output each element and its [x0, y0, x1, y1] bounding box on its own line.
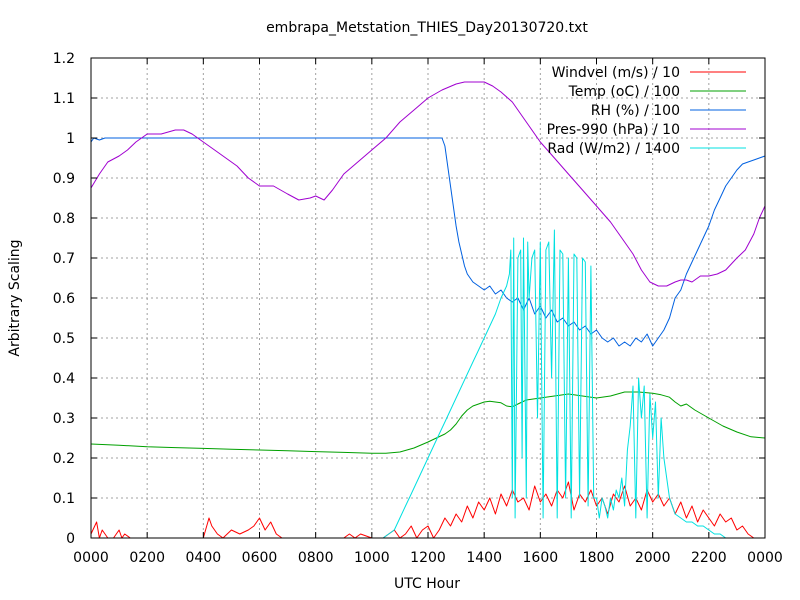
y-tick-label: 0.2	[53, 451, 75, 467]
x-tick-label: 0600	[242, 550, 278, 566]
plot-frame	[90, 57, 766, 539]
series-line-2	[90, 391, 766, 454]
legend-label-5: Rad (W/m2) / 1400	[547, 141, 680, 157]
x-tick-label: 0000	[747, 550, 783, 566]
series-line-5	[91, 229, 765, 539]
series-lines	[90, 81, 766, 539]
y-tick-label: 0.9	[53, 171, 75, 187]
legend: Windvel (m/s) / 10 Temp (oC) / 100 RH (%) …	[547, 65, 746, 157]
y-tick-label: 0.4	[53, 371, 75, 387]
y-tick-label: 0.7	[53, 251, 75, 267]
x-tick-label: 0400	[186, 550, 222, 566]
y-tick-label: 1.1	[53, 91, 75, 107]
x-tick-label: 1600	[523, 550, 559, 566]
y-tick-label: 0.3	[53, 411, 75, 427]
series-line-3	[90, 137, 766, 347]
y-tick-label: 0	[66, 531, 75, 547]
y-tick-label: 0.5	[53, 331, 75, 347]
x-tick-label: 1400	[466, 550, 502, 566]
legend-label-2: Temp (oC) / 100	[568, 84, 680, 100]
y-tick-label: 1	[66, 131, 75, 147]
x-tick-label: 1200	[410, 550, 446, 566]
x-tick-label: 0800	[298, 550, 334, 566]
y-tick-label: 0.6	[53, 291, 75, 307]
axes: 0 0.1 0.2 0.3 0.4 0.5 0.6 0.7 0.8 0.9 1 1.1 1.2 0000 0…	[53, 51, 783, 566]
legend-label-1: Windvel (m/s) / 10	[552, 65, 680, 81]
y-tick-label: 1.2	[53, 51, 75, 67]
x-axis-label: UTC Hour	[394, 576, 460, 592]
y-tick-label: 0.1	[53, 491, 75, 507]
x-tick-label: 2000	[635, 550, 671, 566]
chart-title: embrapa_Metstation_THIES_Day20130720.txt	[266, 20, 588, 36]
x-tick-label: 1000	[354, 550, 390, 566]
x-tick-label: 2200	[691, 550, 727, 566]
y-tick-label: 0.8	[53, 211, 75, 227]
series-line-4	[90, 81, 766, 287]
x-tick-label: 0000	[73, 550, 109, 566]
x-tick-label: 1800	[579, 550, 615, 566]
y-axis-label: Arbitrary Scaling	[7, 239, 23, 356]
legend-label-3: RH (%) / 100	[591, 103, 680, 119]
x-tick-label: 0200	[129, 550, 165, 566]
legend-label-4: Pres-990 (hPa) / 10	[547, 122, 680, 138]
